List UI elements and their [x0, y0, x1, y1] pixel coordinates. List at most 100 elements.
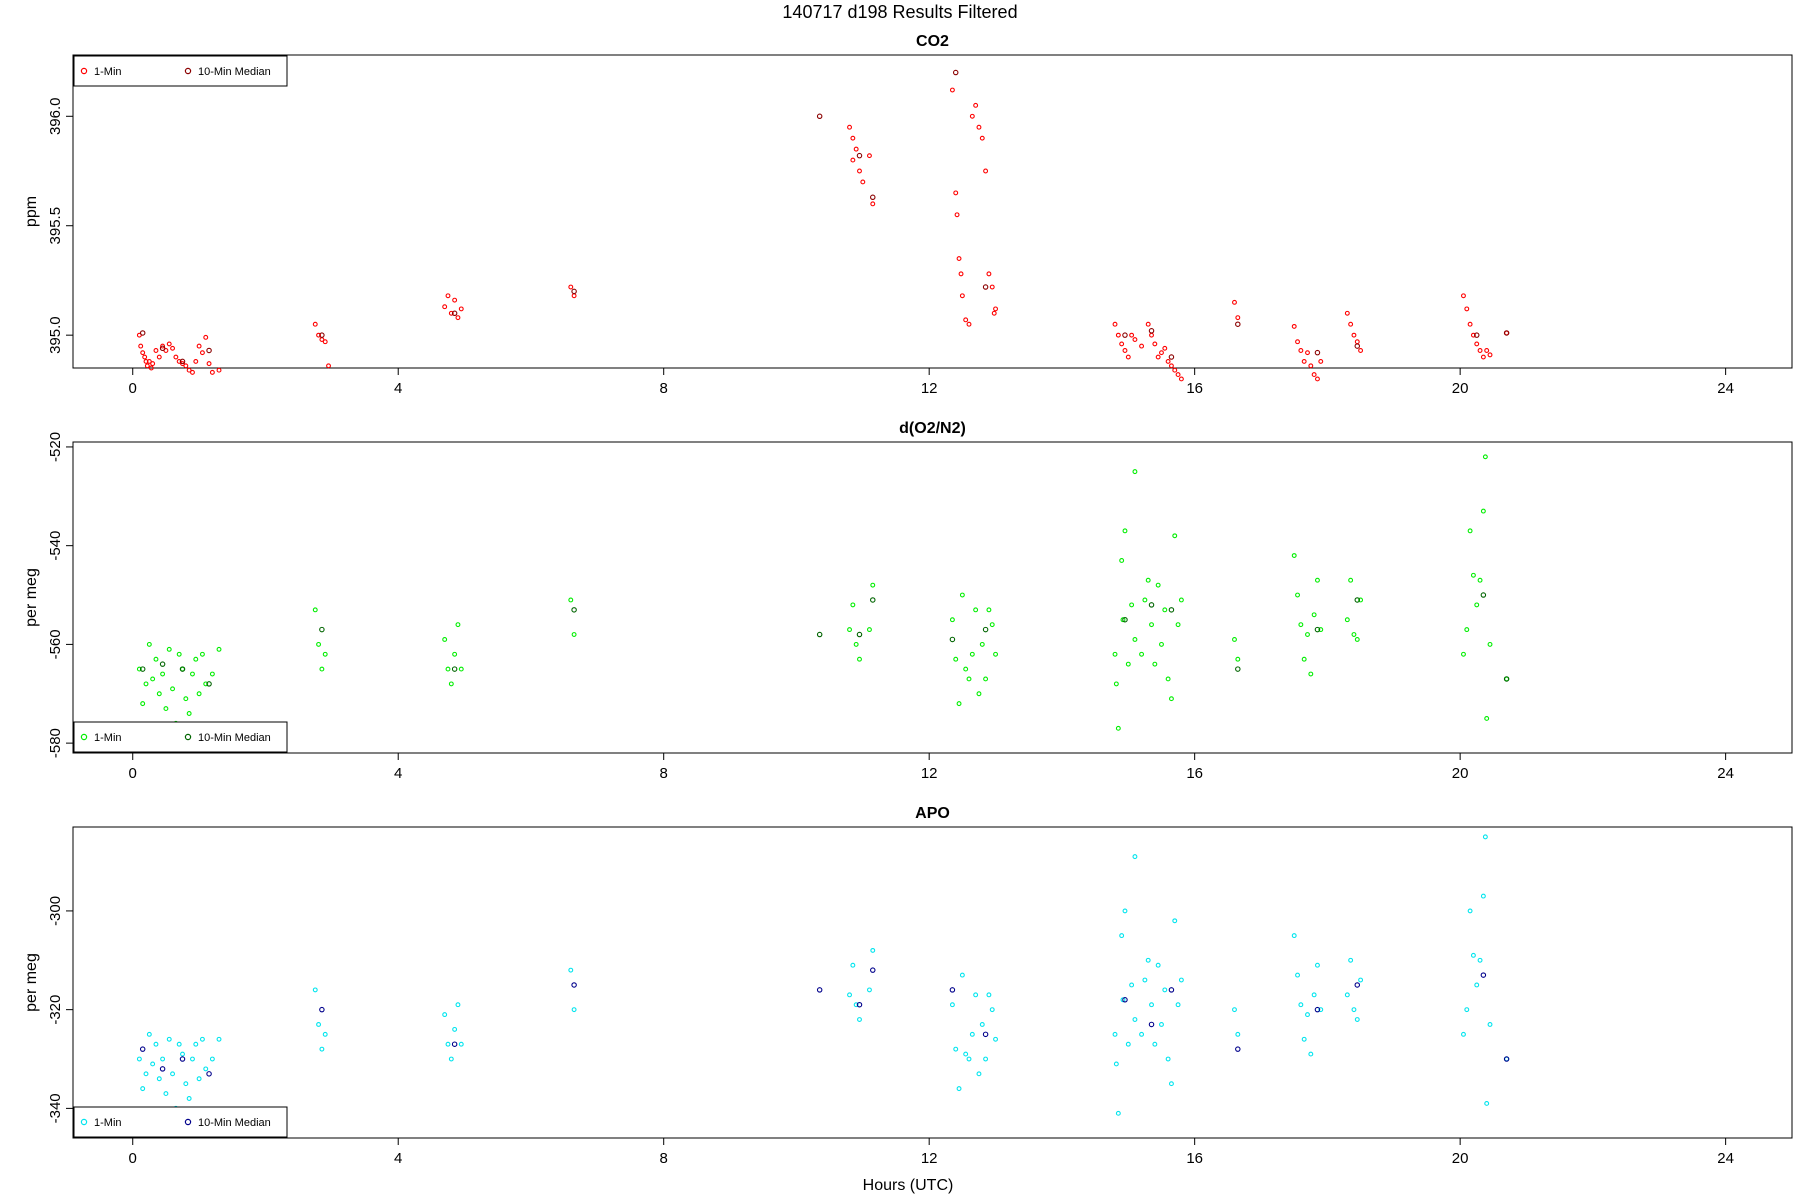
median-point: [1122, 997, 1128, 1003]
one-min-point: [1232, 1007, 1237, 1013]
one-min-point: [1235, 315, 1241, 321]
one-min-point: [1308, 671, 1314, 677]
one-min-point: [568, 967, 574, 973]
one-min-point: [156, 691, 162, 697]
one-min-point: [144, 363, 150, 369]
one-min-point: [183, 696, 189, 702]
one-min-point: [1344, 310, 1350, 316]
one-min-point: [312, 987, 318, 993]
one-min-point: [1301, 1036, 1307, 1042]
median-point: [139, 330, 146, 336]
median-point: [856, 631, 863, 638]
one-min-point: [186, 711, 192, 716]
y-tick-label: -320: [47, 995, 64, 1025]
one-min-point: [166, 1036, 172, 1042]
one-min-point: [1165, 676, 1171, 682]
median-point: [319, 626, 325, 633]
one-min-point: [1132, 854, 1138, 860]
one-min-point: [1168, 363, 1174, 369]
one-min-point: [316, 1022, 322, 1027]
y-tick-label: -540: [47, 531, 64, 561]
one-min-point: [1358, 348, 1364, 353]
one-min-point: [1295, 972, 1300, 978]
one-min-point: [186, 1096, 192, 1101]
one-min-point: [1461, 651, 1466, 657]
one-min-point: [1125, 354, 1131, 360]
one-min-point: [1354, 637, 1360, 642]
one-min-point: [953, 190, 959, 196]
one-min-point: [983, 676, 989, 682]
plot-frame: [72, 441, 1793, 754]
one-min-point: [319, 1046, 325, 1052]
one-min-point: [1172, 367, 1178, 373]
one-min-point: [973, 607, 979, 613]
one-min-point: [458, 306, 464, 312]
one-min-point: [1477, 348, 1483, 353]
one-min-point: [1132, 637, 1138, 642]
one-min-point: [316, 332, 322, 338]
legend-marker: [80, 67, 88, 75]
one-min-point: [571, 293, 577, 299]
one-min-point: [140, 1086, 146, 1092]
panel-title: d(O2/N2): [899, 420, 966, 437]
one-min-point: [1298, 622, 1304, 628]
one-min-point: [1115, 332, 1121, 338]
one-min-point: [1482, 834, 1488, 840]
legend-label: 10-Min Median: [198, 66, 271, 78]
one-min-point: [199, 350, 205, 356]
one-min-point: [199, 651, 205, 657]
median-point: [159, 345, 166, 352]
one-min-point: [1142, 977, 1148, 983]
one-min-point: [850, 157, 856, 163]
one-min-point: [1175, 622, 1181, 628]
x-tick-label: 20: [1452, 765, 1469, 782]
one-min-point: [136, 666, 142, 672]
one-min-point: [1145, 321, 1151, 327]
y-axis-label: ppm: [23, 196, 40, 227]
one-min-point: [1351, 1007, 1357, 1013]
one-min-point: [448, 310, 454, 316]
x-tick-label: 16: [1186, 380, 1203, 397]
panel-title: APO: [915, 805, 950, 822]
one-min-point: [316, 641, 322, 647]
one-min-point: [973, 102, 979, 108]
one-min-point: [136, 1056, 142, 1062]
one-min-point: [1291, 933, 1297, 939]
one-min-point: [1139, 343, 1145, 349]
one-min-point: [1132, 337, 1138, 342]
y-tick-label: -560: [47, 629, 64, 659]
one-min-point: [979, 135, 985, 141]
legend-marker: [80, 733, 88, 741]
one-min-point: [1129, 332, 1135, 338]
one-min-point: [1142, 597, 1148, 603]
median-point: [1503, 676, 1510, 682]
one-min-point: [1482, 454, 1488, 460]
one-min-point: [949, 87, 955, 93]
one-min-point: [190, 1056, 195, 1062]
legend-label: 1-Min: [94, 732, 122, 744]
one-min-point: [455, 315, 461, 321]
y-tick-label: 395.5: [47, 207, 64, 245]
one-min-point: [312, 321, 318, 327]
one-min-point: [1318, 358, 1324, 364]
one-min-point: [1461, 293, 1466, 299]
one-min-point: [989, 622, 995, 628]
one-min-point: [1112, 321, 1118, 327]
one-min-point: [1125, 661, 1131, 667]
one-min-point: [1178, 376, 1184, 382]
median-point: [1480, 592, 1487, 598]
one-min-point: [452, 651, 458, 657]
legend-marker: [184, 67, 192, 75]
one-min-point: [568, 597, 574, 603]
one-min-point: [969, 113, 975, 119]
one-min-point: [1112, 651, 1118, 657]
one-min-point: [853, 146, 859, 152]
median-point: [319, 1006, 325, 1013]
median-point: [1122, 616, 1128, 623]
one-min-point: [143, 1071, 149, 1077]
one-min-point: [1467, 908, 1473, 914]
one-min-point: [966, 1056, 972, 1062]
median-point: [571, 982, 577, 988]
one-min-point: [1344, 992, 1350, 998]
one-min-point: [1172, 533, 1178, 539]
